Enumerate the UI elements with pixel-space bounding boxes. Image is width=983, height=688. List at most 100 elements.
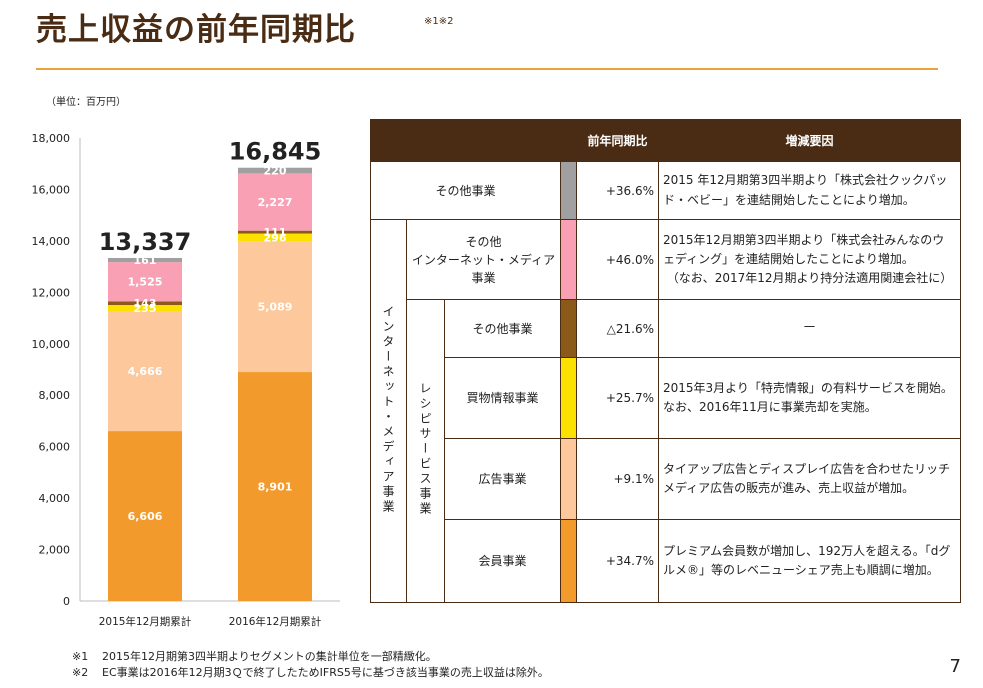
segment-label-internet_other: 1,525 bbox=[128, 276, 163, 289]
group-internet-media: インターネット・メディア事業 bbox=[370, 219, 407, 603]
group-recipe-service: レシピサービス事業 bbox=[406, 299, 445, 603]
unit-label: （単位：百万円） bbox=[46, 97, 126, 108]
y-tick-label: 12,000 bbox=[32, 286, 71, 299]
segment-label-other: 220 bbox=[264, 165, 287, 178]
row-label-other: その他事業 bbox=[370, 161, 561, 220]
change-ad: +9.1% bbox=[576, 438, 659, 520]
swatch-fill-ad bbox=[561, 439, 576, 519]
change-recipe-other: △21.6% bbox=[576, 299, 659, 358]
reason-recipe-other: － bbox=[658, 299, 961, 358]
table-row: レシピサービス事業 その他事業 △21.6% － bbox=[371, 299, 961, 603]
x-category-label: 2015年12月期累計 bbox=[99, 615, 192, 628]
footnote-1-mark: ※1 bbox=[72, 650, 89, 663]
swatch-recipe-other bbox=[560, 299, 577, 358]
table-row: 買物情報事業 +25.7% 2015年3月より「特売情報」の有料サービスを開始。… bbox=[371, 357, 961, 439]
bar-segment-shopping bbox=[238, 233, 312, 242]
bar-total-label: 16,845 bbox=[229, 138, 322, 166]
x-category-label: 2016年12月期累計 bbox=[229, 615, 322, 628]
swatch-fill-internet-other bbox=[561, 220, 576, 299]
bar-segment-recipe_other bbox=[238, 230, 312, 234]
swatch-shopping bbox=[560, 357, 577, 439]
reason-internet-other: 2015年12月期第3四半期より「株式会社みんなのウェディング」を連結開始したこ… bbox=[658, 219, 961, 300]
y-tick-label: 14,000 bbox=[32, 235, 71, 248]
segment-label-internet_other: 2,227 bbox=[258, 196, 293, 209]
bar-segment-internet_other bbox=[108, 262, 182, 302]
bar-segment-other bbox=[238, 167, 312, 174]
swatch-member bbox=[560, 519, 577, 603]
page-title: 売上収益の前年同期比 bbox=[36, 12, 356, 48]
footnote-2-mark: ※2 bbox=[72, 665, 89, 679]
reason-ad: タイアップ広告とディスプレイ広告を合わせたリッチメディア広告の販売が進み、売上収… bbox=[658, 438, 961, 520]
segment-label-ad: 5,089 bbox=[258, 301, 293, 314]
segment-label-member: 8,901 bbox=[258, 481, 293, 494]
y-tick-label: 10,000 bbox=[32, 338, 71, 351]
reason-internet-other-2: （なお、2017年12月期より持分法適用関連会社に） bbox=[666, 271, 953, 286]
swatch-fill-shopping bbox=[561, 358, 576, 438]
swatch-fill-member bbox=[561, 520, 576, 602]
row-label-shopping: 買物情報事業 bbox=[444, 357, 561, 439]
segment-label-shopping: 235 bbox=[134, 302, 157, 315]
y-tick-label: 6,000 bbox=[39, 441, 71, 454]
change-other: +36.6% bbox=[576, 161, 659, 220]
change-shopping: +25.7% bbox=[576, 357, 659, 439]
header-change: 前年同期比 bbox=[576, 119, 659, 162]
swatch-fill-recipe-other bbox=[561, 300, 576, 357]
row-label-recipe-other: その他事業 bbox=[444, 299, 561, 358]
change-member: +34.7% bbox=[576, 519, 659, 603]
bar-segment-member bbox=[238, 372, 312, 601]
segment-label-recipe_other: 143 bbox=[134, 297, 157, 310]
segment-label-member: 6,606 bbox=[128, 510, 163, 523]
table-header-row: 前年同期比 増減要因 bbox=[370, 119, 961, 162]
page-number: 7 bbox=[949, 656, 961, 677]
bar-segment-other bbox=[108, 257, 182, 263]
table-row: 広告事業 +9.1% タイアップ広告とディスプレイ広告を合わせたリッチメディア広… bbox=[371, 438, 961, 520]
header-reason: 増減要因 bbox=[658, 119, 961, 162]
bar-total-label: 13,337 bbox=[99, 228, 192, 256]
table-row: その他事業 +36.6% 2015 年12月期第3四半期より「株式会社クックパッ… bbox=[370, 161, 961, 220]
table-row: インターネット・メディア事業 その他 インターネット・メディア 事業 +46.0… bbox=[370, 219, 961, 603]
segment-label-shopping: 296 bbox=[264, 231, 287, 244]
swatch-ad bbox=[560, 438, 577, 520]
y-tick-label: 2,000 bbox=[39, 544, 71, 557]
title-divider bbox=[36, 68, 938, 70]
segment-label-recipe_other: 111 bbox=[264, 226, 287, 239]
reason-other: 2015 年12月期第3四半期より「株式会社クックパッド・ベビー」を連結開始した… bbox=[658, 161, 961, 220]
reason-member: プレミアム会員数が増加し、192万人を超える。「dグルメ®」等のレベニューシェア… bbox=[658, 519, 961, 603]
y-tick-label: 0 bbox=[63, 595, 70, 608]
revenue-stacked-bar-chart: 0 2,000 4,000 6,000 8,000 10,000 12,000 14,000 1… bbox=[32, 132, 340, 628]
bar-segment-shopping bbox=[108, 305, 182, 312]
reason-internet-other-1: 2015年12月期第3四半期より「株式会社みんなのウェディング」を連結開始したこ… bbox=[663, 232, 945, 266]
segment-label-ad: 4,666 bbox=[128, 365, 163, 378]
swatch-internet-other bbox=[560, 219, 577, 300]
row-label-ad: 広告事業 bbox=[444, 438, 561, 520]
swatch-fill-other bbox=[561, 162, 576, 219]
footnotes: ※1 2015年12月期第3四半期よりセグメントの集計単位を一部精緻化。 ※2 EC… bbox=[72, 649, 549, 681]
row-label-member: 会員事業 bbox=[444, 519, 561, 603]
row-label-internet-other-1: その他 bbox=[465, 234, 502, 249]
bar-segment-member bbox=[108, 431, 182, 601]
title-note: ※1※2 bbox=[424, 16, 454, 27]
bar-segment-recipe_other bbox=[108, 301, 182, 306]
y-tick-label: 16,000 bbox=[32, 183, 71, 196]
header-blank bbox=[370, 119, 577, 162]
row-label-internet-other-2: インターネット・メディア bbox=[411, 252, 556, 267]
breakdown-table: 前年同期比 増減要因 その他事業 +36.6% 2015 年12月期第3四半期よ… bbox=[370, 119, 961, 603]
footnote-1-text: 2015年12月期第3四半期よりセグメントの集計単位を一部精緻化。 bbox=[102, 650, 437, 663]
bar-segment-ad bbox=[238, 241, 312, 373]
y-tick-label: 8,000 bbox=[39, 389, 71, 402]
footnote-2-text: EC事業は2016年12月期3Ｑで終了したためIFRS5号に基づき該当事業の売上… bbox=[102, 665, 549, 679]
y-tick-label: 18,000 bbox=[32, 132, 71, 145]
y-tick-label: 4,000 bbox=[39, 492, 71, 505]
group-internet-media-label: インターネット・メディア事業 bbox=[381, 304, 395, 515]
row-label-internet-other: その他 インターネット・メディア 事業 bbox=[406, 219, 561, 300]
reason-shopping: 2015年3月より「特売情報」の有料サービスを開始。なお、2016年11月に事業… bbox=[658, 357, 961, 439]
footnote-2: ※2 EC事業は2016年12月期3Ｑで終了したためIFRS5号に基づき該当事業の… bbox=[72, 665, 549, 681]
bar-segment-ad bbox=[108, 311, 182, 432]
swatch-other bbox=[560, 161, 577, 220]
group-recipe-service-label: レシピサービス事業 bbox=[418, 382, 432, 517]
bar-segment-internet_other bbox=[238, 173, 312, 231]
segment-label-other: 161 bbox=[134, 254, 157, 267]
change-internet-other: +46.0% bbox=[576, 219, 659, 300]
table-row: 会員事業 +34.7% プレミアム会員数が増加し、192万人を超える。「dグルメ… bbox=[371, 519, 961, 603]
footnote-1: ※1 2015年12月期第3四半期よりセグメントの集計単位を一部精緻化。 bbox=[72, 649, 549, 665]
